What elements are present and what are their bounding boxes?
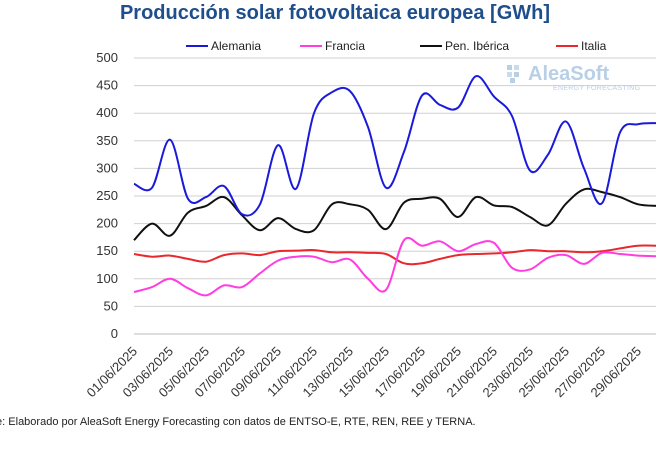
legend-label: Italia bbox=[581, 39, 607, 53]
y-tick-label: 50 bbox=[104, 298, 118, 313]
y-axis-labels: 0 50 100 150 200 250 300 350 400 450 500 bbox=[96, 50, 118, 341]
y-tick-label: 400 bbox=[96, 105, 118, 120]
y-tick-label: 500 bbox=[96, 50, 118, 65]
series-line-francia bbox=[133, 236, 657, 297]
y-tick-label: 250 bbox=[96, 188, 118, 203]
legend: Alemania Francia Pen. Ibérica Italia bbox=[186, 39, 607, 53]
legend-label: Pen. Ibérica bbox=[445, 39, 509, 53]
y-tick-label: 150 bbox=[96, 243, 118, 258]
legend-label: Francia bbox=[325, 39, 365, 53]
logo-name: AleaSoft bbox=[528, 63, 610, 85]
chart-title: Producción solar fotovoltaica europea [G… bbox=[119, 2, 551, 24]
series-line-italia bbox=[133, 244, 657, 266]
y-tick-label: 100 bbox=[96, 271, 118, 286]
x-axis-labels: 01/06/202503/06/202505/06/202507/06/2025… bbox=[83, 344, 644, 401]
line-chart: 0 50 100 150 200 250 300 350 400 450 500 01/06/202… bbox=[83, 39, 657, 401]
aleasoft-logo-icon bbox=[507, 65, 519, 83]
y-tick-label: 350 bbox=[96, 133, 118, 148]
y-tick-label: 0 bbox=[111, 326, 118, 341]
y-tick-label: 300 bbox=[96, 160, 118, 175]
legend-label: Alemania bbox=[211, 39, 261, 53]
series-line-alemania bbox=[133, 75, 657, 217]
y-tick-label: 200 bbox=[96, 216, 118, 231]
logo-subtitle: ENERGY FORECASTING bbox=[553, 85, 641, 92]
source-note: te: Elaborado por AleaSoft Energy Foreca… bbox=[0, 416, 476, 428]
y-tick-label: 450 bbox=[96, 78, 118, 93]
series-lines bbox=[133, 75, 657, 297]
series-line-pen-ib-rica bbox=[133, 187, 657, 241]
